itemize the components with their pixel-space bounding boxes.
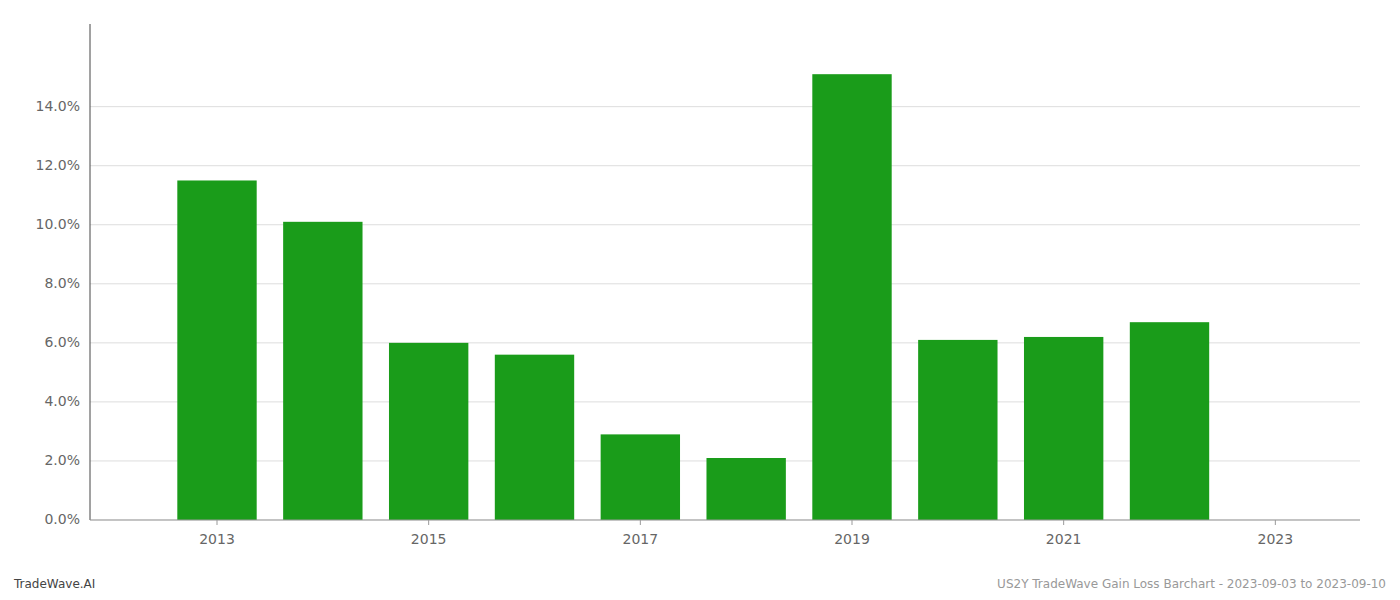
- y-tick-label: 14.0%: [36, 98, 80, 114]
- bar: [283, 222, 362, 520]
- y-axis: 0.0% 2.0% 4.0% 6.0% 8.0% 10.0% 12.0% 14.0%: [36, 24, 90, 527]
- x-tick-label: 2019: [834, 531, 870, 547]
- x-tick-label: 2017: [623, 531, 659, 547]
- bar: [706, 458, 785, 520]
- x-tick-label: 2023: [1258, 531, 1294, 547]
- bar: [389, 343, 468, 520]
- x-axis-line: [90, 520, 1360, 521]
- y-tick-label: 6.0%: [44, 334, 80, 350]
- y-tick-label: 2.0%: [44, 452, 80, 468]
- y-tick-label: 10.0%: [36, 216, 80, 232]
- x-axis: 2013 2015 2017 2019 2021 2023: [90, 520, 1360, 547]
- grid: [90, 107, 1360, 520]
- bar: [177, 180, 256, 520]
- y-tick-label: 0.0%: [44, 511, 80, 527]
- x-tick: [640, 520, 641, 525]
- grid-line: [90, 165, 1360, 166]
- chart: 0.0%2.0%4.0%6.0%8.0%10.0%12.0%14.0%20132…: [0, 0, 1400, 600]
- x-tick: [428, 520, 429, 525]
- bar: [812, 74, 891, 520]
- x-tick-label: 2015: [411, 531, 447, 547]
- x-tick: [1275, 520, 1276, 525]
- bar: [1130, 322, 1209, 520]
- y-tick-label: 8.0%: [44, 275, 80, 291]
- bar: [1024, 337, 1103, 520]
- x-tick: [1063, 520, 1064, 525]
- grid-line: [90, 520, 1360, 521]
- y-tick-label: 12.0%: [36, 157, 80, 173]
- bar: [918, 340, 997, 520]
- bar: [601, 434, 680, 520]
- y-axis-line: [90, 24, 91, 520]
- footer-left: TradeWave.AI: [13, 577, 95, 591]
- bar: [495, 355, 574, 520]
- x-tick-label: 2013: [199, 531, 235, 547]
- bars: [177, 74, 1209, 520]
- x-tick: [217, 520, 218, 525]
- y-tick-label: 4.0%: [44, 393, 80, 409]
- grid-line: [90, 224, 1360, 225]
- x-tick: [852, 520, 853, 525]
- grid-line: [90, 106, 1360, 107]
- footer-right: US2Y TradeWave Gain Loss Barchart - 2023…: [997, 577, 1386, 591]
- grid-line: [90, 283, 1360, 284]
- x-tick-label: 2021: [1046, 531, 1082, 547]
